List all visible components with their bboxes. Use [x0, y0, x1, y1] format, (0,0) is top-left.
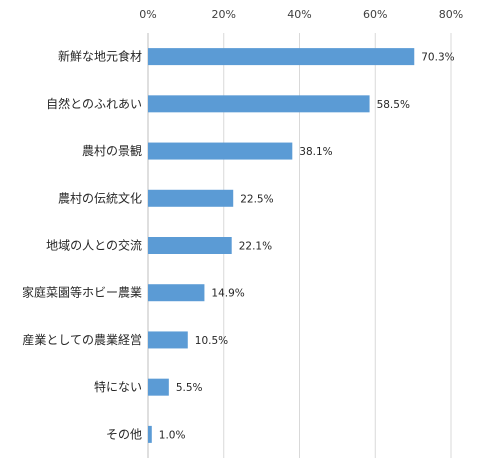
data-label: 22.5% — [240, 193, 273, 205]
category-label: 産業としての農業経営 — [22, 332, 142, 347]
data-label: 1.0% — [159, 429, 186, 441]
data-label: 58.5% — [377, 99, 410, 111]
x-tick-label: 20% — [212, 8, 236, 21]
data-label: 5.5% — [176, 382, 203, 394]
data-label: 10.5% — [195, 335, 228, 347]
data-label: 38.1% — [299, 146, 332, 158]
category-label: 新鮮な地元食材 — [58, 49, 142, 64]
x-tick-label: 0% — [139, 8, 156, 21]
data-label: 22.1% — [239, 241, 272, 253]
bar — [148, 189, 234, 207]
category-label: 自然とのふれあい — [46, 96, 142, 111]
category-label: 地域の人との交流 — [46, 238, 142, 253]
bar — [148, 284, 205, 302]
category-label: 農村の景観 — [82, 144, 142, 158]
x-tick-label: 60% — [363, 8, 387, 21]
data-label: 70.3% — [421, 52, 454, 64]
category-labels: 新鮮な地元食材自然とのふれあい農村の景観農村の伝統文化地域の人との交流家庭菜園等… — [22, 49, 142, 442]
bar — [148, 48, 415, 66]
bar — [148, 331, 188, 349]
bar — [148, 95, 370, 113]
bar — [148, 378, 169, 396]
bar — [148, 142, 293, 160]
bar — [148, 425, 152, 443]
category-label: 特にない — [94, 379, 142, 394]
category-label: 農村の伝統文化 — [58, 190, 142, 205]
category-label: その他 — [106, 427, 142, 441]
data-label: 14.9% — [211, 288, 244, 300]
x-tick-label: 40% — [287, 8, 311, 21]
category-label: 家庭菜園等ホビー農業 — [22, 285, 142, 300]
data-labels: 70.3% 58.5% 38.1% 22.5% 22.1% 14.9% 10.5% 5.5% 1… — [159, 52, 455, 442]
bars — [148, 48, 415, 443]
x-axis-ticks: 0% 20% 40% 60% 80% — [139, 8, 463, 21]
bar — [148, 237, 232, 254]
x-tick-label: 80% — [439, 8, 463, 21]
